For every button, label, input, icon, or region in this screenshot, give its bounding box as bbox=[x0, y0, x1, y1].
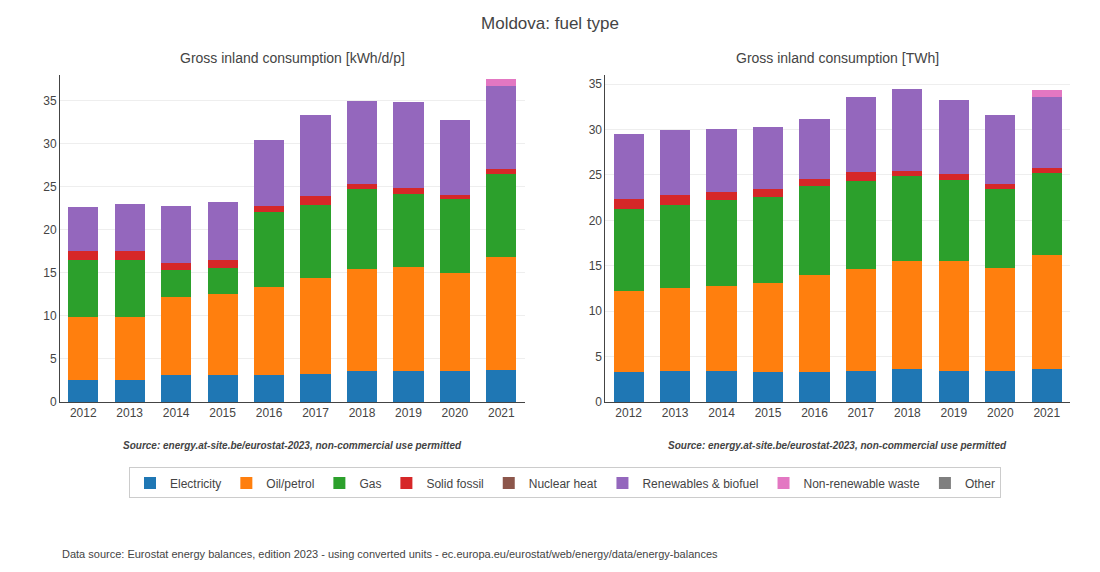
svg-text:5: 5 bbox=[50, 352, 57, 366]
svg-text:2013: 2013 bbox=[662, 406, 689, 420]
svg-text:2015: 2015 bbox=[755, 406, 782, 420]
svg-text:Nuclear heat: Nuclear heat bbox=[529, 477, 598, 491]
svg-text:Source: energy.at-site.be/euro: Source: energy.at-site.be/eurostat-2023,… bbox=[123, 440, 462, 451]
svg-text:Other: Other bbox=[965, 477, 995, 491]
svg-text:15: 15 bbox=[43, 266, 57, 280]
svg-text:20: 20 bbox=[589, 214, 603, 228]
svg-text:2018: 2018 bbox=[894, 406, 921, 420]
svg-text:25: 25 bbox=[589, 168, 603, 182]
svg-text:Source: energy.at-site.be/euro: Source: energy.at-site.be/eurostat-2023,… bbox=[668, 440, 1007, 451]
svg-text:Oil/petrol: Oil/petrol bbox=[266, 477, 314, 491]
svg-text:Gross inland consumption [TWh]: Gross inland consumption [TWh] bbox=[736, 50, 939, 66]
svg-text:2015: 2015 bbox=[209, 406, 236, 420]
svg-text:Gas: Gas bbox=[359, 477, 381, 491]
svg-text:0: 0 bbox=[50, 395, 57, 409]
svg-text:30: 30 bbox=[589, 123, 603, 137]
svg-text:2019: 2019 bbox=[940, 406, 967, 420]
svg-text:Gross inland consumption [kWh/: Gross inland consumption [kWh/d/p] bbox=[180, 50, 405, 66]
svg-text:Data source: Eurostat energy b: Data source: Eurostat energy balances, e… bbox=[62, 548, 718, 560]
svg-text:10: 10 bbox=[43, 309, 57, 323]
svg-text:25: 25 bbox=[43, 180, 57, 194]
svg-text:5: 5 bbox=[595, 350, 602, 364]
svg-text:2018: 2018 bbox=[349, 406, 376, 420]
svg-text:Electricity: Electricity bbox=[170, 477, 221, 491]
svg-text:10: 10 bbox=[589, 304, 603, 318]
svg-text:0: 0 bbox=[595, 395, 602, 409]
svg-text:15: 15 bbox=[589, 259, 603, 273]
svg-text:Renewables & biofuel: Renewables & biofuel bbox=[642, 477, 758, 491]
svg-text:Moldova: fuel type: Moldova: fuel type bbox=[481, 14, 619, 33]
svg-text:2020: 2020 bbox=[987, 406, 1014, 420]
svg-text:20: 20 bbox=[43, 223, 57, 237]
svg-text:2017: 2017 bbox=[302, 406, 329, 420]
svg-text:2014: 2014 bbox=[163, 406, 190, 420]
svg-text:2019: 2019 bbox=[395, 406, 422, 420]
svg-text:2012: 2012 bbox=[615, 406, 642, 420]
svg-text:Solid fossil: Solid fossil bbox=[426, 477, 483, 491]
svg-text:Non-renewable waste: Non-renewable waste bbox=[804, 477, 920, 491]
svg-text:2017: 2017 bbox=[848, 406, 875, 420]
svg-text:2021: 2021 bbox=[488, 406, 515, 420]
svg-text:35: 35 bbox=[589, 77, 603, 91]
svg-text:2013: 2013 bbox=[116, 406, 143, 420]
svg-text:2016: 2016 bbox=[256, 406, 283, 420]
svg-text:2016: 2016 bbox=[801, 406, 828, 420]
svg-text:2014: 2014 bbox=[708, 406, 735, 420]
svg-text:30: 30 bbox=[43, 137, 57, 151]
svg-text:2021: 2021 bbox=[1033, 406, 1060, 420]
svg-text:35: 35 bbox=[43, 94, 57, 108]
svg-text:2012: 2012 bbox=[70, 406, 97, 420]
svg-text:2020: 2020 bbox=[442, 406, 469, 420]
